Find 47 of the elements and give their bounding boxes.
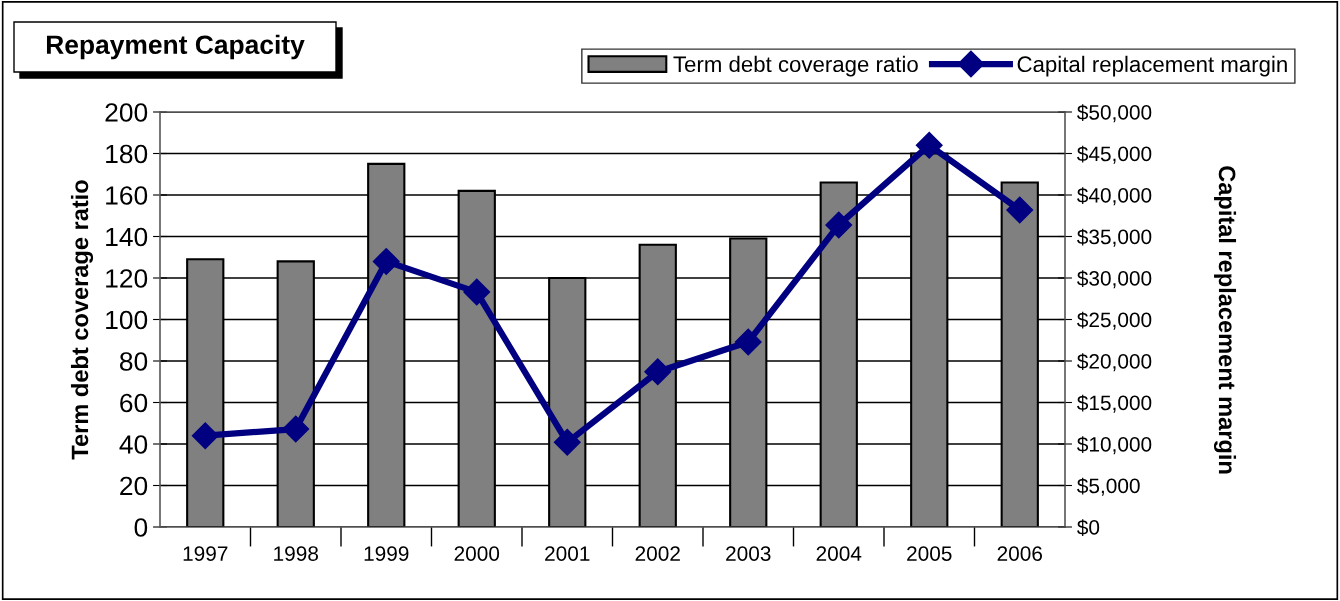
- point: [463, 278, 491, 306]
- y-tick-label: 160: [106, 186, 148, 205]
- y-axis-title: Term debt coverage ratio: [70, 180, 94, 460]
- y2-tick-label: $5,000: [1077, 477, 1140, 496]
- legend-label: Term debt coverage ratio: [673, 55, 918, 77]
- y-tick-label: 40: [119, 435, 148, 454]
- y-tick-label: 0: [134, 518, 148, 537]
- point: [191, 422, 219, 450]
- y2-tick-label: $35,000: [1077, 228, 1152, 247]
- y-tick-label: 120: [106, 269, 148, 288]
- y2-tick-label: $30,000: [1077, 270, 1152, 289]
- chart-title: Repayment Capacity: [46, 34, 305, 60]
- y2-tick-label: $20,000: [1077, 353, 1152, 372]
- x-tick-label: 2003: [726, 546, 771, 561]
- y-tick-label: 100: [106, 310, 148, 330]
- point: [915, 131, 943, 159]
- point: [734, 328, 762, 356]
- y-tick-label: 80: [119, 352, 148, 371]
- x-tick-label: 2002: [635, 546, 680, 561]
- x-tick-label: 1998: [274, 546, 319, 561]
- legend-label: Capital replacement margin: [1017, 55, 1287, 77]
- x-tick-label: 2004: [816, 546, 862, 561]
- y2-tick-label: $50,000: [1077, 104, 1152, 123]
- y2-tick-label: $15,000: [1077, 394, 1152, 413]
- point: [1006, 196, 1034, 224]
- point: [644, 358, 672, 386]
- y-tick-label: 140: [106, 227, 148, 247]
- y2-tick-label: $0: [1077, 519, 1100, 536]
- point: [825, 211, 853, 239]
- y-tick-label: 60: [120, 393, 148, 413]
- y2-axis-title: Capital replacement margin: [1213, 166, 1237, 474]
- y-tick-label: 200: [105, 103, 148, 122]
- point: [282, 415, 310, 443]
- x-tick-label: 2001: [545, 546, 590, 561]
- x-tick-label: 2006: [997, 546, 1043, 561]
- x-tick-label: 2005: [907, 546, 952, 561]
- y2-tick-label: $40,000: [1077, 187, 1152, 206]
- x-tick-label: 2000: [454, 546, 500, 561]
- y-tick-label: 180: [106, 144, 148, 164]
- y2-tick-label: $10,000: [1077, 436, 1152, 455]
- point: [553, 428, 581, 456]
- x-tick-label: 1999: [364, 546, 409, 561]
- y2-tick-label: $45,000: [1077, 145, 1152, 164]
- y2-tick-label: $25,000: [1077, 311, 1152, 330]
- y-tick-label: 20: [120, 476, 148, 496]
- x-tick-label: 1997: [183, 546, 228, 561]
- point: [372, 247, 400, 275]
